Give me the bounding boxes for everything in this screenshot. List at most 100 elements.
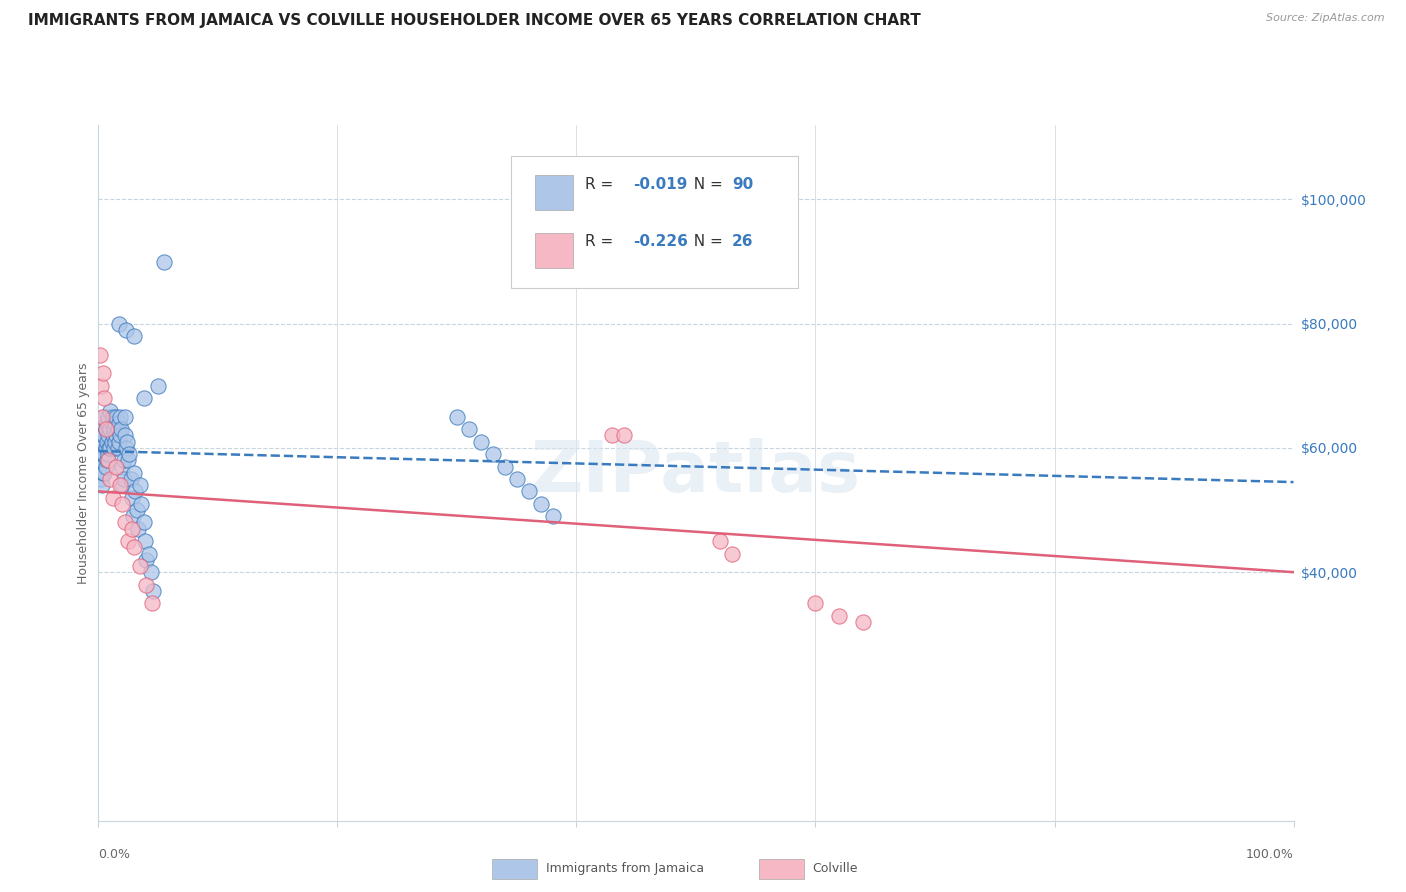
Point — [89, 447, 111, 461]
Point — [91, 367, 114, 381]
Point — [108, 409, 131, 424]
Text: -0.019: -0.019 — [633, 177, 688, 192]
Point — [110, 422, 132, 436]
Point — [101, 428, 124, 442]
Point — [97, 453, 120, 467]
Point — [94, 422, 117, 436]
Point — [115, 323, 138, 337]
Text: ZIPatlas: ZIPatlas — [531, 438, 860, 508]
Point — [93, 409, 115, 424]
Point — [107, 434, 129, 449]
Point — [100, 416, 122, 430]
Point — [98, 422, 122, 436]
Text: R =: R = — [585, 177, 619, 192]
Point — [613, 428, 636, 442]
Point — [602, 428, 624, 442]
Point — [89, 459, 111, 474]
Point — [709, 534, 731, 549]
Point — [91, 434, 114, 449]
Point — [153, 254, 176, 268]
Text: Immigrants from Jamaica: Immigrants from Jamaica — [546, 863, 703, 875]
Point — [91, 478, 114, 492]
Point — [91, 447, 114, 461]
Point — [115, 434, 138, 449]
Point — [103, 422, 125, 436]
Point — [98, 441, 121, 455]
Text: -0.226: -0.226 — [633, 235, 688, 249]
Point — [101, 491, 124, 505]
Point — [105, 409, 128, 424]
Text: 0.0%: 0.0% — [98, 848, 131, 862]
Text: 90: 90 — [733, 177, 754, 192]
Point — [107, 317, 129, 331]
Text: R =: R = — [585, 235, 619, 249]
Point — [90, 441, 112, 455]
Bar — [534, 175, 572, 210]
Text: Source: ZipAtlas.com: Source: ZipAtlas.com — [1267, 13, 1385, 23]
Point — [105, 428, 128, 442]
Point — [124, 484, 146, 499]
Point — [108, 428, 131, 442]
Point — [124, 329, 146, 343]
Point — [111, 497, 134, 511]
Point — [89, 348, 111, 362]
Point — [111, 478, 134, 492]
Point — [114, 516, 136, 530]
Point — [107, 416, 129, 430]
Point — [721, 547, 744, 561]
Point — [117, 534, 139, 549]
Text: Colville: Colville — [813, 863, 858, 875]
Point — [101, 409, 124, 424]
Point — [506, 472, 529, 486]
Point — [494, 459, 516, 474]
Point — [122, 509, 145, 524]
Y-axis label: Householder Income Over 65 years: Householder Income Over 65 years — [77, 362, 90, 583]
Point — [90, 472, 112, 486]
Point — [93, 447, 115, 461]
Point — [104, 434, 127, 449]
Point — [118, 447, 141, 461]
Point — [129, 478, 152, 492]
Text: IMMIGRANTS FROM JAMAICA VS COLVILLE HOUSEHOLDER INCOME OVER 65 YEARS CORRELATION: IMMIGRANTS FROM JAMAICA VS COLVILLE HOUS… — [28, 13, 921, 29]
Point — [148, 378, 170, 392]
Point — [91, 428, 114, 442]
Point — [91, 466, 114, 480]
Point — [107, 441, 129, 455]
Point — [94, 459, 117, 474]
Point — [120, 472, 142, 486]
Point — [105, 459, 128, 474]
Point — [104, 416, 127, 430]
Point — [96, 416, 118, 430]
Point — [98, 441, 122, 455]
Point — [121, 522, 143, 536]
Point — [98, 472, 122, 486]
Point — [98, 422, 121, 436]
Point — [142, 583, 165, 598]
Point — [129, 558, 152, 573]
Point — [124, 466, 146, 480]
Point — [97, 428, 120, 442]
Point — [828, 608, 851, 623]
Point — [111, 459, 134, 474]
Point — [89, 434, 111, 449]
Bar — [534, 233, 572, 268]
Point — [125, 503, 148, 517]
Text: 100.0%: 100.0% — [1246, 848, 1294, 862]
Point — [127, 522, 149, 536]
Point — [107, 422, 129, 436]
Point — [93, 391, 115, 405]
Point — [114, 409, 136, 424]
Point — [100, 434, 122, 449]
Point — [96, 453, 118, 467]
Point — [90, 378, 112, 392]
Text: N =: N = — [685, 177, 728, 192]
Point — [132, 516, 155, 530]
Point — [94, 422, 117, 436]
Point — [114, 428, 136, 442]
Point — [117, 453, 139, 467]
Point — [481, 447, 505, 461]
Point — [90, 453, 112, 467]
Point — [97, 409, 120, 424]
Point — [138, 547, 160, 561]
Point — [124, 541, 146, 555]
